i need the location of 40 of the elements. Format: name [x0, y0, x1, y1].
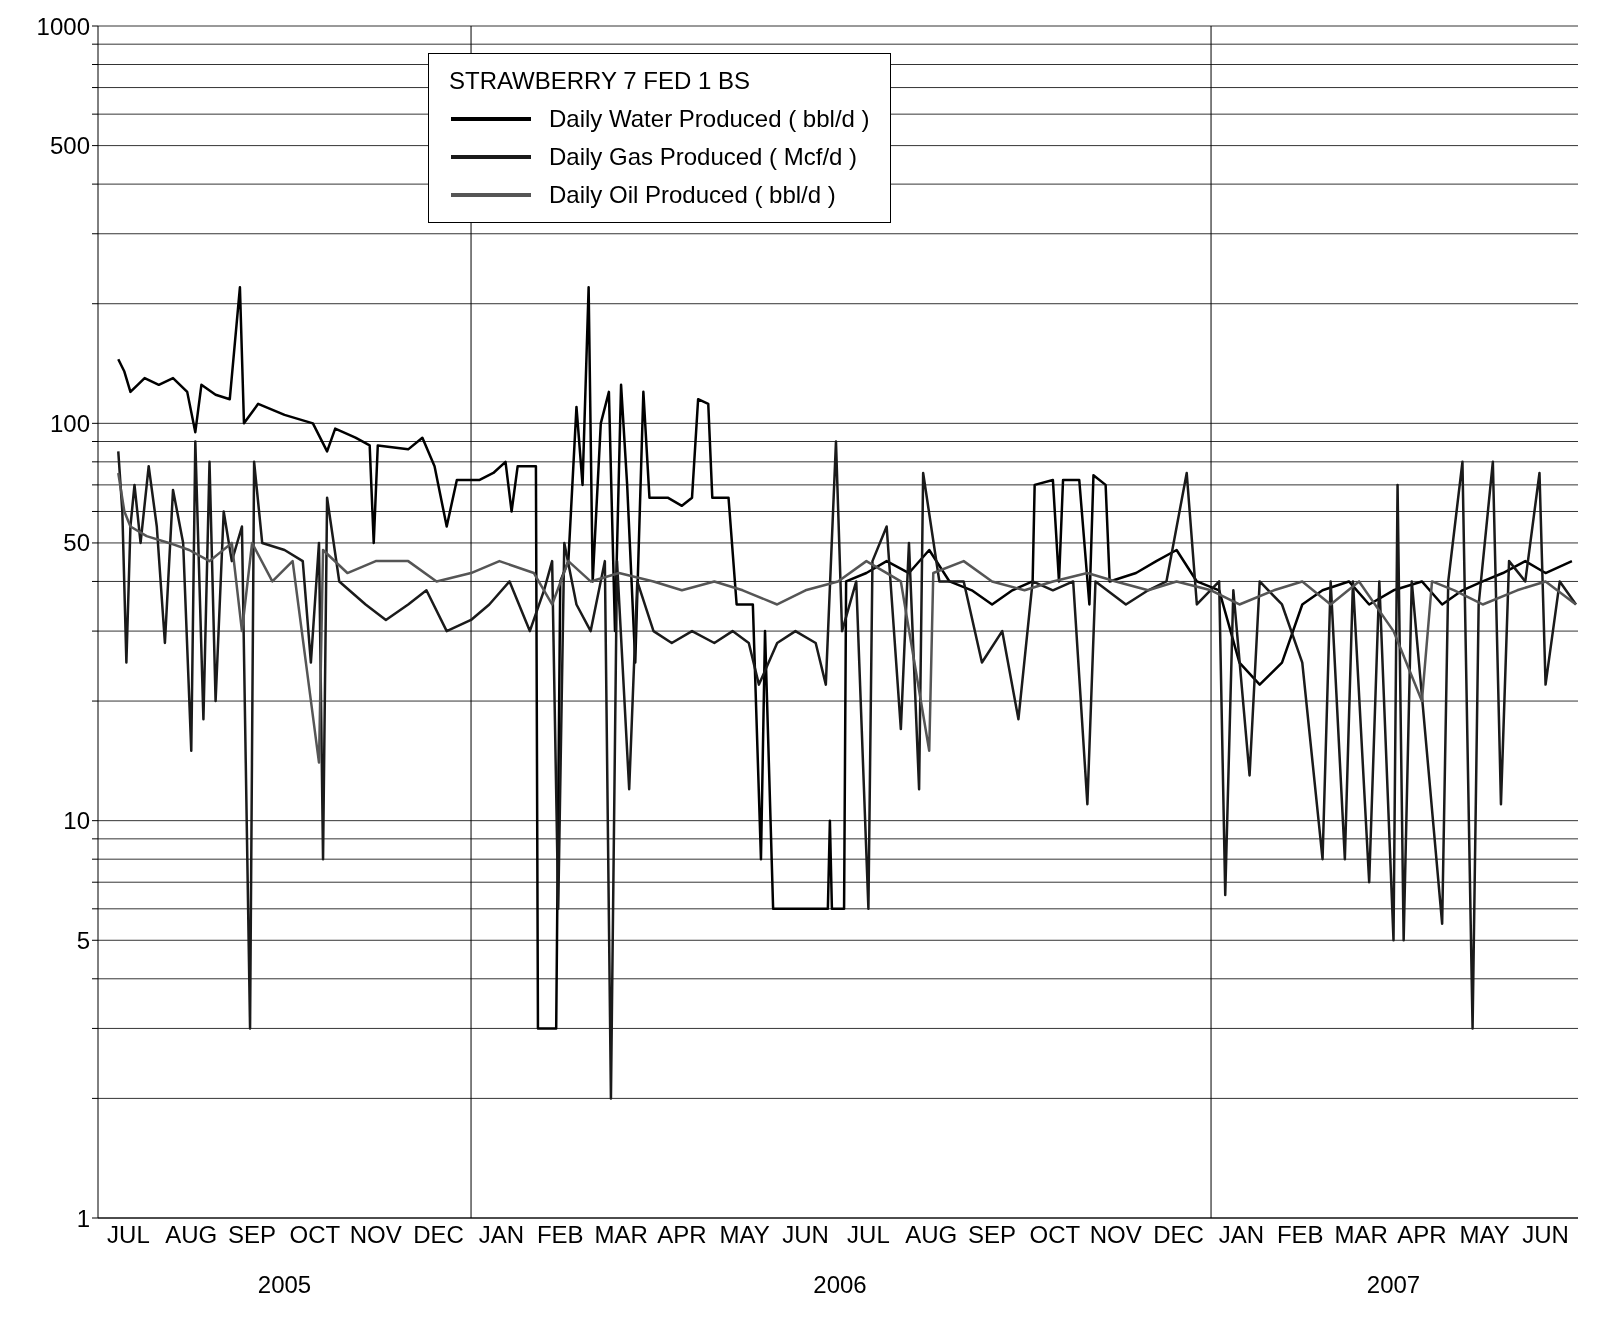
x-tick-label: MAY — [719, 1221, 770, 1249]
x-tick-label: APR — [1397, 1221, 1447, 1249]
x-tick-label: JAN — [478, 1221, 525, 1249]
legend-title: STRAWBERRY 7 FED 1 BS — [449, 66, 751, 96]
x-tick-label: FEB — [1276, 1221, 1324, 1249]
x-tick-label: FEB — [536, 1221, 584, 1249]
legend-label: Daily Water Produced ( bbl/d ) — [549, 104, 870, 134]
x-tick-label: SEP — [968, 1221, 1017, 1249]
line-series — [117, 440, 1578, 1100]
x-tick-label: JUN — [782, 1221, 829, 1249]
y-tick-label: 50 — [63, 529, 90, 557]
x-tick-label: JUL — [107, 1221, 150, 1249]
x-tick-label: NOV — [349, 1221, 402, 1249]
x-tick-label: APR — [657, 1221, 707, 1249]
x2-tick-label: 2007 — [1366, 1271, 1421, 1299]
legend-label: Daily Gas Produced ( Mcf/d ) — [549, 142, 858, 172]
y-tick-label: 1 — [76, 1204, 90, 1232]
x-tick-label: MAR — [594, 1221, 648, 1249]
x-tick-label: MAR — [1334, 1221, 1388, 1249]
legend-label: Daily Oil Produced ( bbl/d ) — [549, 180, 836, 210]
x-tick-label: OCT — [1029, 1221, 1081, 1249]
line-series — [117, 471, 1578, 764]
x-tick-label: DEC — [413, 1221, 464, 1249]
y-tick-label: 5 — [76, 926, 90, 954]
y-tick-label: 100 — [49, 409, 90, 437]
x2-tick-label: 2005 — [257, 1271, 312, 1299]
x-tick-label: MAY — [1459, 1221, 1510, 1249]
y-tick-label: 500 — [49, 132, 90, 160]
x-tick-label: OCT — [289, 1221, 341, 1249]
x-tick-label: JUL — [847, 1221, 890, 1249]
x-tick-label: JUN — [1522, 1221, 1569, 1249]
y-tick-label: 10 — [63, 807, 90, 835]
x-tick-label: NOV — [1089, 1221, 1142, 1249]
x-tick-label: AUG — [905, 1221, 958, 1249]
x-tick-label: DEC — [1153, 1221, 1204, 1249]
x-tick-label: SEP — [228, 1221, 277, 1249]
x-tick-label: AUG — [165, 1221, 218, 1249]
x2-tick-label: 2006 — [813, 1271, 867, 1299]
y-tick-label: 1000 — [36, 12, 90, 40]
x-tick-label: JAN — [1218, 1221, 1265, 1249]
